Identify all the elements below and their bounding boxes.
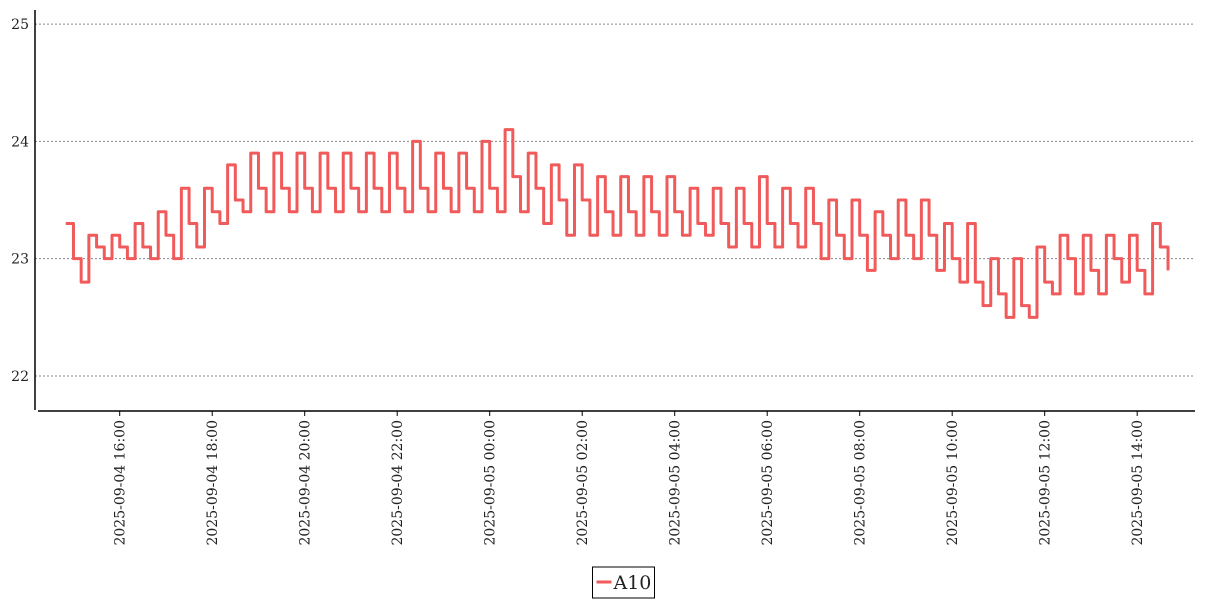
x-tick-label: 2025-09-05 10:00 — [945, 420, 961, 546]
x-tick-label: 2025-09-05 14:00 — [1130, 420, 1146, 546]
x-tick-label: 2025-09-04 20:00 — [298, 420, 314, 546]
x-tick-label: 2025-09-04 18:00 — [205, 420, 221, 546]
y-tick-label: 22 — [11, 369, 29, 385]
x-tick-label: 2025-09-05 08:00 — [853, 420, 869, 546]
legend: A10 — [592, 566, 655, 599]
y-tick-label: 25 — [11, 17, 29, 33]
y-tick-label: 23 — [11, 252, 29, 268]
data-line — [65, 128, 1170, 319]
x-tick-label: 2025-09-05 12:00 — [1038, 420, 1054, 546]
legend-box — [592, 566, 655, 599]
x-tick-label: 2025-09-05 04:00 — [668, 420, 684, 546]
x-tick-label: 2025-09-05 00:00 — [483, 420, 499, 546]
x-tick-label: 2025-09-04 16:00 — [113, 420, 129, 546]
x-tick-label: 2025-09-05 02:00 — [575, 420, 591, 546]
x-tick-label: 2025-09-04 22:00 — [390, 420, 406, 546]
legend-label: A10 — [613, 572, 652, 594]
x-tick-label: 2025-09-05 06:00 — [760, 420, 776, 546]
y-tick-label: 24 — [11, 134, 29, 150]
